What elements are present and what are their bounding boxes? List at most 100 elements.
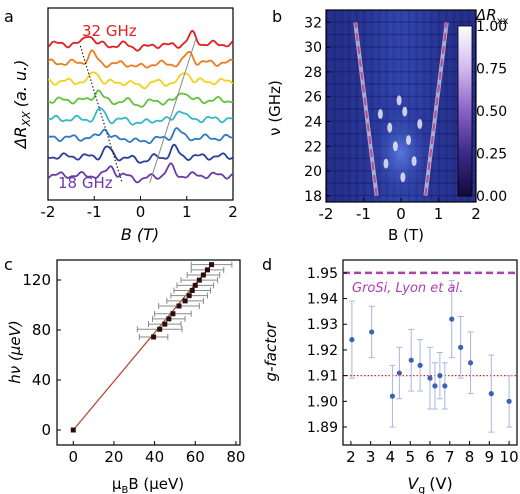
panel-d-data-point bbox=[432, 383, 438, 389]
panel-b-heatmap-column bbox=[360, 10, 362, 202]
panel-d-x-label: Vg (V) bbox=[407, 474, 452, 494]
panel-b-heatmap-column bbox=[356, 10, 358, 202]
panel-d-x-tick-label: 8 bbox=[465, 448, 475, 466]
panel-c-x-tick-label: 40 bbox=[145, 448, 164, 466]
panel-b-x-tick-label: 2 bbox=[471, 205, 481, 223]
panel-b-colorbar-tick-label: 0.00 bbox=[476, 189, 507, 205]
panel-d-reference-label: GroSi, Lyon et al. bbox=[352, 281, 463, 296]
panel-b-x-tick-label: -1 bbox=[356, 205, 371, 223]
panel-b-heatmap-spot bbox=[387, 122, 393, 133]
panel-c-chart: 0 20 40 60 80 0 40 80 120 hν (μeV) μBB (μeV) bbox=[6, 259, 245, 494]
panel-c-fit-line bbox=[72, 264, 212, 431]
panel-d-data-point bbox=[389, 393, 396, 399]
svg-text:ΔRXX(a. u.): ΔRXX (a. u.) bbox=[11, 60, 33, 151]
panel-c-data-point bbox=[157, 326, 163, 332]
panel-d-x-tick-label: 7 bbox=[445, 448, 455, 466]
panel-d-data-point bbox=[408, 357, 414, 363]
panel-b-y-tick-label: 22 bbox=[304, 139, 322, 155]
panel-b-y-tick-label: 18 bbox=[304, 189, 322, 205]
panel-b-heatmap-column bbox=[344, 10, 346, 202]
panel-b-heatmap-column bbox=[456, 10, 458, 202]
panel-a-guides bbox=[79, 38, 197, 183]
panel-b-heatmap-row bbox=[326, 58, 476, 61]
panel-d-x-tick-label: 9 bbox=[485, 448, 495, 466]
panel-b-heatmap-spot bbox=[411, 156, 417, 167]
panel-c-data-point bbox=[196, 277, 202, 283]
panel-d-reference-lines bbox=[343, 271, 517, 377]
panel-d-data-point bbox=[467, 360, 474, 366]
panel-b-heatmap-column bbox=[444, 10, 446, 202]
panel-c-x-tick-label: 80 bbox=[226, 448, 245, 466]
panel-c-data-point bbox=[204, 267, 210, 273]
panel-c-data-point bbox=[70, 427, 76, 433]
panel-b-heatmap-row bbox=[326, 46, 476, 48]
panel-b-heatmap-column bbox=[328, 10, 330, 202]
panel-c-data-point bbox=[170, 311, 176, 317]
panel-d-data-point bbox=[369, 329, 375, 335]
panel-a-annotation-top: 32 GHz bbox=[82, 22, 137, 40]
panel-a-trace-5 bbox=[48, 107, 233, 126]
panel-b-heatmap-column bbox=[338, 10, 340, 202]
panel-d-data-point bbox=[417, 362, 423, 368]
panel-c-xlabel-post: B (μeV) bbox=[128, 475, 184, 493]
panel-c-x-tick-label: 60 bbox=[186, 448, 205, 466]
panel-b-heatmap-row bbox=[326, 33, 476, 36]
panel-a-ylabel-unit: (a. u.) bbox=[11, 60, 30, 108]
panel-c-y-tick-label: 80 bbox=[32, 321, 51, 339]
panel-b-y-tick-label: 26 bbox=[304, 90, 322, 106]
panel-b-heatmap-column bbox=[354, 10, 356, 202]
panel-b-y-tick-label: 20 bbox=[304, 164, 322, 180]
panel-a-traces bbox=[48, 29, 233, 184]
panel-c-y-tick-label: 0 bbox=[41, 421, 51, 439]
panel-b-heatmap-column bbox=[442, 10, 444, 202]
panel-b-colorbar-title-main: ΔR bbox=[475, 6, 497, 24]
panel-c-data-point bbox=[186, 293, 192, 299]
panel-c-xlabel-pre: μ bbox=[112, 475, 122, 493]
panel-b-heatmap-column bbox=[342, 10, 344, 202]
panel-c-data-point bbox=[182, 298, 188, 304]
panel-b-heatmap-spot bbox=[400, 172, 406, 183]
panel-b-heatmap-column bbox=[446, 10, 448, 202]
panel-a-trace-6 bbox=[48, 127, 233, 144]
panel-d-xlabel-unit: (V) bbox=[429, 474, 452, 493]
panel-a-x-tick-label: 0 bbox=[136, 203, 146, 221]
panel-b-heatmap-column bbox=[332, 10, 334, 202]
panel-b-heatmap-row bbox=[326, 70, 476, 73]
panel-b-x-tick-label: 1 bbox=[434, 205, 444, 223]
panel-b-heatmap-column bbox=[330, 10, 332, 202]
panel-c-y-label: hν (μeV) bbox=[6, 320, 24, 383]
panel-d-y-label: g-factor bbox=[262, 322, 280, 382]
panel-a-x-tick-label: -2 bbox=[41, 203, 56, 221]
panel-b-heatmap-column bbox=[448, 10, 450, 202]
panel-c-y-tick-label: 120 bbox=[22, 271, 51, 289]
panel-c-data-point bbox=[209, 262, 215, 268]
panel-c-data-point bbox=[162, 321, 168, 327]
panel-b-heatmap-column bbox=[334, 10, 336, 202]
panel-d-chart: 2 3 4 5 6 7 8 9 10 1.89 1.90 1.91 1.92 1.93 1.94 1.95 G… bbox=[262, 259, 519, 494]
panel-b-colorbar bbox=[457, 25, 473, 197]
panel-a-x-ticks: -2 -1 0 1 2 bbox=[41, 196, 238, 221]
panel-d-ticks: 2 3 4 5 6 7 8 9 10 1.89 1.90 1.91 1.92 1.93 1.94 1.95 bbox=[307, 266, 519, 466]
panel-label-a: a bbox=[4, 7, 14, 26]
panel-d-data-point bbox=[506, 398, 512, 404]
panel-d-x-tick-label: 3 bbox=[366, 448, 376, 466]
panel-b-heatmap-spot bbox=[392, 141, 398, 152]
panel-b-heatmap-column bbox=[348, 10, 350, 202]
panel-d-x-tick-label: 5 bbox=[405, 448, 415, 466]
panel-a-guide-line-1 bbox=[79, 45, 123, 183]
panel-c-data-point bbox=[166, 316, 172, 322]
panel-a-trace-7 bbox=[48, 143, 233, 164]
panel-a-x-label: B (T) bbox=[121, 225, 159, 244]
panel-a-trace-8 bbox=[48, 162, 233, 184]
panel-b-x-tick-label: -2 bbox=[319, 205, 334, 223]
panel-b-colorbar-tick-label: 0.50 bbox=[476, 104, 507, 120]
panel-a-trace-4 bbox=[48, 89, 233, 108]
panel-b-y-tick-label: 30 bbox=[304, 40, 322, 56]
panel-b-chart: -2 -1 0 1 2 18 20 22 24 26 28 30 32 0.00 0.25 0.50 0.75… bbox=[266, 6, 509, 244]
panel-d-y-tick-label: 1.93 bbox=[307, 317, 338, 333]
panel-b-heatmap-column bbox=[340, 10, 342, 202]
panel-b-heatmap-column bbox=[440, 10, 442, 202]
panel-b-heatmap-spot bbox=[402, 106, 408, 117]
panel-d-x-tick-label: 4 bbox=[386, 448, 396, 466]
